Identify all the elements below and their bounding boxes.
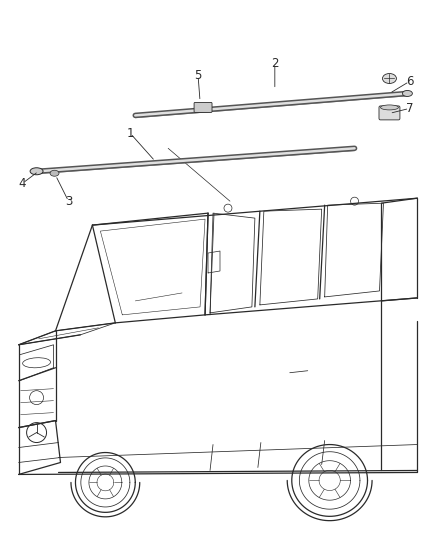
FancyBboxPatch shape [194,102,212,112]
Ellipse shape [30,168,43,175]
Text: 1: 1 [127,127,134,140]
Text: 7: 7 [406,102,413,115]
Ellipse shape [50,170,59,176]
Text: 4: 4 [19,177,26,190]
Text: 6: 6 [406,75,413,88]
Text: 3: 3 [65,195,72,208]
Text: 2: 2 [271,57,279,70]
FancyBboxPatch shape [379,106,400,120]
Ellipse shape [382,74,396,84]
Ellipse shape [403,91,413,96]
Text: 5: 5 [194,69,202,82]
Ellipse shape [381,105,399,110]
